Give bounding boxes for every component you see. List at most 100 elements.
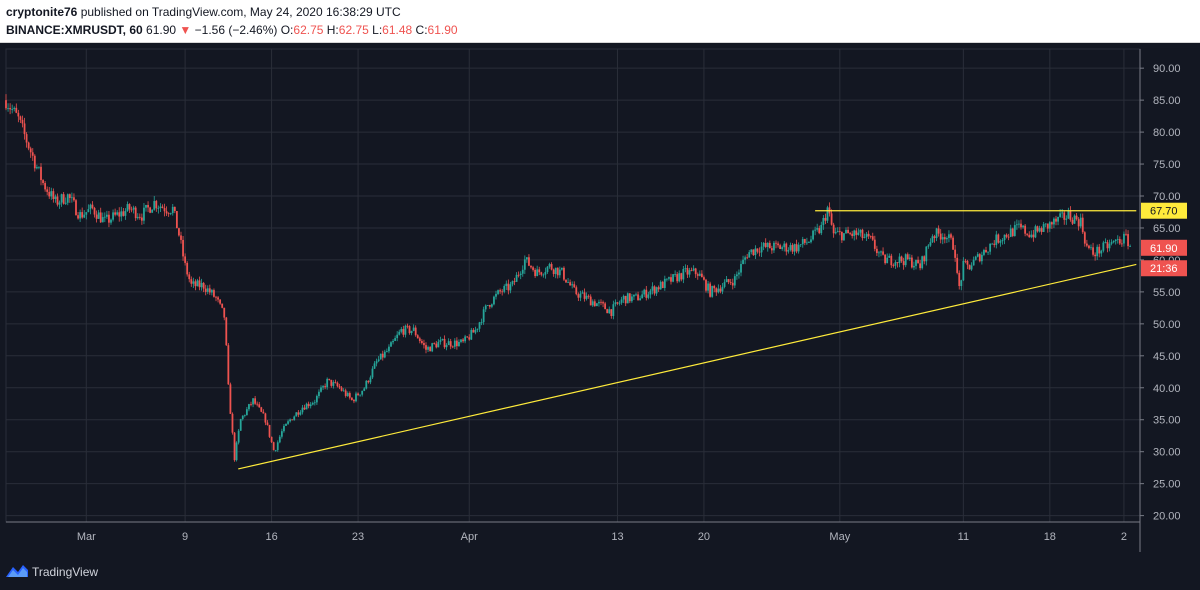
candle-body [546, 266, 549, 272]
candle-body [330, 379, 333, 386]
candle-body [392, 340, 394, 343]
candle-body [861, 229, 864, 238]
candle-body [7, 108, 9, 109]
candle-body [33, 155, 36, 169]
candle-body [933, 236, 936, 239]
candle-body [495, 293, 497, 297]
candle-body [458, 341, 460, 347]
candle-body [748, 252, 751, 258]
candle-body [198, 280, 201, 288]
candle-body [58, 202, 61, 205]
candle-body [178, 228, 180, 236]
candle-body [136, 216, 139, 219]
candle-body [834, 232, 837, 234]
candle-body [528, 257, 530, 266]
candle-body [1053, 218, 1055, 225]
candle-body [173, 206, 176, 212]
candle-body [958, 272, 961, 287]
candle-body [1085, 243, 1088, 246]
candle-body [1055, 218, 1057, 222]
candle-body [400, 329, 403, 332]
candle-body [865, 233, 868, 238]
candle-body [75, 200, 77, 216]
candle-body [950, 234, 952, 238]
tradingview-logo-icon[interactable] [6, 564, 28, 578]
price-chart[interactable]: 20.00 25.00 30.00 35.00 40.00 45.00 50.00 55.00… [0, 43, 1200, 553]
candle-body [307, 403, 310, 407]
candle-body [206, 288, 209, 292]
candle-body [552, 269, 555, 274]
candle-body [785, 243, 788, 252]
author-name[interactable]: cryptonite76 [6, 5, 78, 19]
candle-body [616, 302, 619, 304]
y-tick-label: 25.00 [1153, 479, 1181, 491]
candle-body [738, 272, 740, 275]
candle-body [81, 212, 84, 218]
candle-body [1081, 217, 1084, 233]
candle-body [917, 259, 919, 264]
candle-body [245, 409, 248, 416]
candle-body [95, 214, 98, 219]
candle-body [466, 336, 469, 338]
candle-body [278, 436, 281, 443]
candle-body [587, 295, 590, 297]
candle-body [108, 214, 110, 223]
candle-body [577, 294, 580, 298]
candle-body [414, 327, 417, 336]
candle-body [898, 256, 901, 264]
candle-body [87, 209, 90, 213]
tradingview-brand[interactable]: TradingView [32, 565, 99, 579]
candle-body [532, 267, 534, 270]
candle-body [1106, 242, 1109, 249]
candle-body [48, 191, 51, 197]
candle-body [649, 290, 652, 295]
candle-body [690, 270, 693, 271]
ohlc-close-value: 61.90 [427, 23, 458, 37]
candle-body [93, 207, 96, 215]
candle-body [795, 244, 798, 252]
candle-body [818, 228, 821, 234]
candle-body [884, 254, 887, 264]
candle-body [219, 299, 222, 304]
candle-body [826, 207, 829, 221]
time-axis[interactable]: Mar 9 16 23 Apr 13 20 May 11 18 2 [6, 521, 1140, 543]
candle-body [630, 296, 633, 302]
candle-body [515, 274, 518, 282]
x-tick-label: 9 [182, 531, 188, 543]
trendlines[interactable] [238, 210, 1137, 470]
candle-body [455, 340, 458, 347]
candle-body [890, 255, 893, 266]
candle-body [700, 273, 703, 278]
candle-body [563, 267, 565, 280]
candle-body [42, 180, 44, 184]
candle-body [814, 229, 817, 231]
publish-info: cryptonite76 published on TradingView.co… [6, 5, 401, 19]
candle-body [880, 251, 882, 253]
candle-body [1118, 239, 1121, 244]
price-axis[interactable]: 20.00 25.00 30.00 35.00 40.00 45.00 50.00 55.00… [1139, 49, 1181, 552]
candle-body [863, 237, 866, 238]
candle-body [505, 283, 508, 287]
candlestick-series [5, 94, 1132, 462]
x-tick-label: May [829, 531, 850, 543]
candle-body [777, 243, 779, 246]
candle-body [513, 281, 516, 283]
candle-body [348, 393, 351, 398]
candle-body [213, 290, 215, 297]
candle-body [379, 353, 382, 360]
candle-body [29, 148, 32, 153]
candle-body [509, 284, 512, 291]
candle-body [694, 268, 697, 275]
price-change: −1.56 (−2.46%) [194, 23, 278, 37]
candle-body [375, 361, 378, 364]
candle-body [711, 285, 714, 297]
candle-body [451, 346, 454, 348]
candle-body [575, 287, 578, 295]
candle-body [134, 207, 137, 219]
candle-body [266, 422, 269, 425]
candle-body [322, 386, 324, 388]
candle-body [418, 338, 421, 342]
candle-body [73, 197, 75, 201]
candle-body [140, 217, 143, 221]
candle-body [313, 402, 316, 404]
